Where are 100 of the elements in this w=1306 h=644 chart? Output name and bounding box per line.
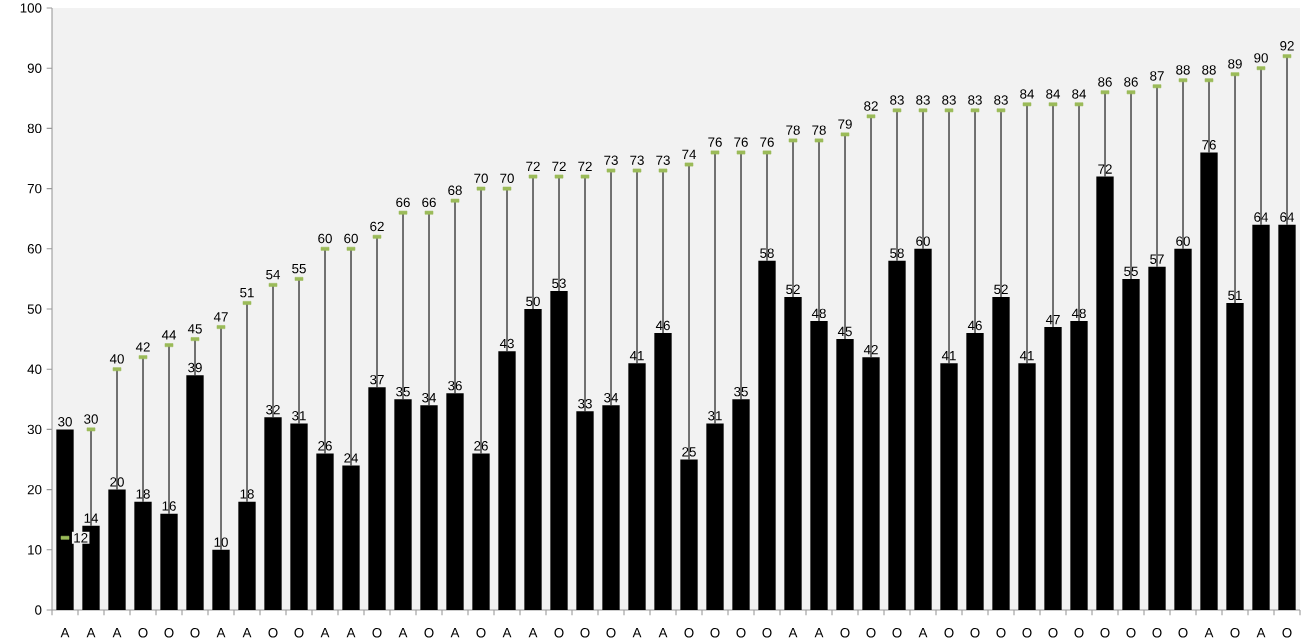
data-label: 88	[1176, 65, 1190, 75]
x-tick-label: A	[632, 628, 642, 638]
x-tick-label: O	[762, 628, 772, 638]
x-tick-label: O	[554, 628, 564, 638]
data-label: 41	[1019, 351, 1034, 361]
data-label: 58	[890, 248, 904, 258]
data-label: 43	[499, 338, 514, 349]
data-label: 45	[187, 324, 202, 334]
x-tick-label: A	[112, 628, 122, 638]
data-label: 48	[811, 308, 826, 319]
x-tick-label: O	[1178, 628, 1188, 638]
data-label: 37	[370, 374, 384, 385]
data-label: 72	[526, 161, 540, 171]
data-label: 72	[1098, 164, 1112, 174]
data-label: 14	[84, 513, 99, 523]
data-label: 84	[1046, 89, 1061, 99]
data-label: 36	[448, 380, 462, 391]
x-tick-label: O	[1074, 628, 1084, 638]
x-tick-label: O	[866, 628, 876, 638]
x-tick-label: A	[1204, 628, 1214, 638]
data-label: 52	[994, 284, 1008, 295]
data-label: 24	[344, 453, 359, 463]
bar	[56, 429, 74, 610]
data-label: 34	[604, 392, 619, 403]
data-label: 47	[213, 312, 228, 322]
data-label: 68	[448, 185, 462, 196]
x-tick-label: O	[1282, 628, 1292, 638]
x-tick-label: A	[242, 628, 252, 638]
y-tick-label: 60	[27, 244, 42, 254]
data-label: 48	[1071, 308, 1086, 319]
data-label: 47	[1045, 314, 1060, 325]
data-label: 76	[760, 137, 774, 147]
x-tick-label: O	[736, 628, 746, 638]
y-tick-label: 20	[27, 484, 42, 495]
data-label: 26	[474, 441, 488, 451]
data-label: 62	[370, 221, 384, 232]
x-tick-label: O	[1230, 628, 1240, 638]
data-label: 51	[1228, 290, 1242, 301]
data-label: 51	[240, 288, 254, 298]
data-label: 73	[630, 155, 644, 165]
x-tick-label: A	[86, 628, 96, 638]
data-label: 84	[1072, 89, 1087, 99]
x-tick-label: O	[1100, 628, 1110, 638]
data-label: 50	[526, 296, 540, 307]
data-label: 60	[318, 233, 332, 244]
x-tick-label: A	[528, 628, 538, 638]
data-label: 42	[135, 342, 150, 352]
data-label: 55	[1124, 266, 1138, 276]
data-label: 34	[422, 392, 437, 403]
data-label: 90	[1254, 53, 1268, 63]
x-tick-label: O	[190, 628, 200, 638]
data-label: 40	[109, 354, 124, 364]
data-label: 18	[240, 489, 254, 499]
data-label: 39	[188, 362, 202, 373]
data-label: 83	[994, 95, 1008, 105]
data-label: 35	[734, 386, 748, 397]
data-label: 83	[916, 95, 930, 105]
data-label: 64	[1254, 212, 1269, 222]
y-tick-label: 90	[27, 63, 42, 73]
x-tick-label: O	[892, 628, 902, 638]
x-tick-label: A	[788, 628, 798, 638]
x-tick-label: O	[164, 628, 174, 638]
data-label: 72	[552, 161, 566, 171]
data-label: 89	[1228, 59, 1242, 69]
x-tick-label: O	[424, 628, 434, 638]
x-tick-label: O	[970, 628, 980, 638]
data-label: 52	[786, 284, 800, 295]
data-label: 33	[578, 398, 592, 409]
data-label: 66	[422, 197, 436, 208]
x-tick-label: O	[996, 628, 1006, 638]
x-tick-label: A	[1256, 628, 1266, 638]
x-tick-label: O	[268, 628, 278, 638]
data-label: 18	[136, 489, 150, 499]
x-tick-label: A	[450, 628, 460, 638]
y-tick-label: 40	[27, 364, 42, 374]
x-tick-label: A	[398, 628, 408, 638]
data-label: 78	[812, 125, 826, 135]
data-label: 46	[967, 320, 982, 331]
data-label: 20	[110, 477, 124, 487]
data-label: 83	[942, 95, 956, 105]
data-label: 84	[1020, 89, 1035, 99]
data-label: 76	[708, 137, 722, 147]
data-label: 64	[1280, 212, 1295, 222]
y-tick-label: 0	[35, 605, 42, 615]
data-label: 45	[837, 326, 852, 337]
data-label: 60	[916, 236, 930, 246]
x-tick-label: O	[1126, 628, 1136, 638]
data-label: 74	[682, 149, 697, 159]
data-label: 92	[1280, 41, 1294, 51]
data-label: 60	[344, 233, 358, 244]
x-tick-label: O	[294, 628, 304, 638]
data-label: 86	[1098, 77, 1112, 87]
data-label: 78	[786, 125, 800, 135]
data-label: 44	[161, 330, 177, 340]
data-label: 72	[578, 161, 592, 171]
data-label: 35	[396, 386, 410, 397]
data-label: 60	[1176, 236, 1190, 246]
x-tick-label: O	[710, 628, 720, 638]
data-label: 79	[838, 119, 852, 129]
data-label: 53	[552, 278, 566, 288]
